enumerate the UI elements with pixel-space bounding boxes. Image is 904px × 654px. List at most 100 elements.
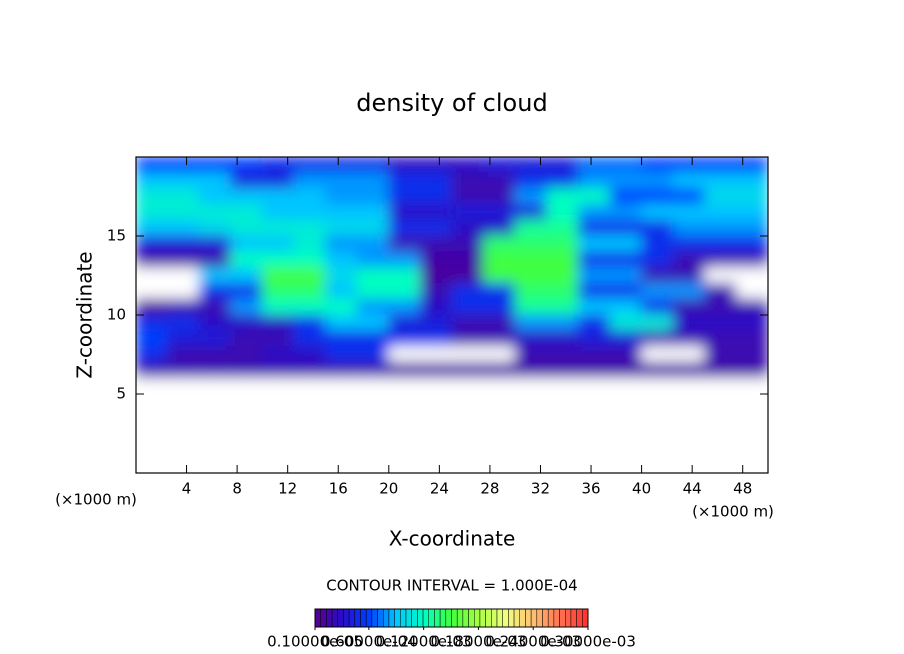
field-cell	[388, 172, 421, 190]
field-cell	[609, 314, 643, 332]
field-cell	[641, 267, 674, 284]
field-cell	[261, 219, 295, 237]
field-cell	[546, 172, 579, 190]
field-cell	[325, 203, 358, 221]
field-cell	[198, 314, 232, 332]
field-cell	[230, 282, 263, 300]
field-cell	[419, 267, 453, 284]
field-cell	[230, 235, 263, 253]
field-cell	[419, 377, 453, 395]
colorbar-segment	[502, 608, 509, 628]
colorbar-segment	[405, 608, 412, 628]
field-cell	[672, 172, 706, 190]
field-cell	[609, 219, 643, 237]
colorbar-segment	[474, 608, 481, 628]
field-cell	[451, 219, 485, 237]
field-cell	[230, 267, 263, 284]
field-cell	[451, 157, 485, 174]
field-cell	[672, 157, 706, 174]
x-tick-label: 4	[182, 480, 192, 498]
field-cell	[293, 203, 327, 221]
colorbar-segment	[354, 608, 361, 628]
field-cell	[230, 203, 263, 221]
field-cell	[325, 330, 358, 348]
field-cell	[198, 251, 232, 269]
field-cell	[577, 157, 611, 174]
colorbar-segment	[383, 608, 390, 628]
field-cell	[136, 203, 169, 221]
field-cell	[609, 251, 643, 269]
field-cell	[388, 203, 421, 221]
field-cell	[419, 282, 453, 300]
field-cell	[641, 282, 674, 300]
colorbar-tick-label: 0.10000e-05	[267, 633, 363, 651]
field-cell	[356, 251, 390, 269]
x-tick-label: 8	[232, 480, 242, 498]
field-cell	[514, 267, 548, 284]
field-cell	[167, 298, 200, 316]
field-cell	[672, 251, 706, 269]
field-cell	[167, 314, 200, 332]
field-cell	[609, 203, 643, 221]
field-cell	[419, 346, 453, 363]
field-cell	[514, 235, 548, 253]
field-cell	[483, 188, 516, 205]
field-cell	[198, 235, 232, 253]
field-cell	[388, 188, 421, 205]
field-cell	[136, 298, 169, 316]
field-cell	[261, 330, 295, 348]
field-cell	[735, 203, 768, 221]
field-cell	[230, 157, 263, 174]
field-cell	[641, 346, 674, 363]
field-cell	[546, 267, 579, 284]
field-cell	[704, 251, 737, 269]
field-cell	[325, 235, 358, 253]
field-cell	[356, 314, 390, 332]
field-cell	[609, 282, 643, 300]
field-cell	[641, 377, 674, 395]
field-cell	[609, 346, 643, 363]
field-cell	[735, 330, 768, 348]
colorbar-segment	[547, 608, 555, 628]
colorbar-tick-label: 0.12000e-03	[376, 633, 472, 651]
field-cell	[546, 235, 579, 253]
x-tick-label: 36	[581, 480, 600, 498]
field-cell	[230, 188, 263, 205]
field-cell	[451, 282, 485, 300]
field-cell	[609, 298, 643, 316]
colorbar-segment	[491, 608, 498, 628]
field-cell	[325, 188, 358, 205]
field-cell	[325, 172, 358, 190]
field-cell	[451, 314, 485, 332]
field-cell	[293, 330, 327, 348]
field-cell	[672, 267, 706, 284]
field-cells	[136, 157, 768, 395]
colorbar-segment	[343, 608, 350, 628]
field-cell	[198, 219, 232, 237]
x-tick-label: 20	[379, 480, 398, 498]
field-cell	[704, 377, 737, 395]
field-cell	[514, 251, 548, 269]
field-cell	[451, 203, 485, 221]
field-cell	[735, 361, 768, 379]
field-cell	[641, 330, 674, 348]
field-cell	[577, 267, 611, 284]
field-cell	[546, 251, 579, 269]
field-cell	[672, 298, 706, 316]
field-cell	[198, 282, 232, 300]
field-cell	[325, 219, 358, 237]
field-cell	[293, 282, 327, 300]
field-cell	[356, 330, 390, 348]
field-cell	[198, 172, 232, 190]
field-cell	[261, 361, 295, 379]
field-cell	[261, 235, 295, 253]
colorbar-segment	[371, 608, 378, 628]
field-cell	[261, 203, 295, 221]
x-unit: (×1000 m)	[692, 503, 774, 521]
field-cell	[483, 235, 516, 253]
colorbar-segment	[331, 608, 338, 628]
field-cell	[609, 235, 643, 253]
field-cell	[704, 298, 737, 316]
field-cell	[136, 377, 169, 395]
field-cell	[609, 157, 643, 174]
